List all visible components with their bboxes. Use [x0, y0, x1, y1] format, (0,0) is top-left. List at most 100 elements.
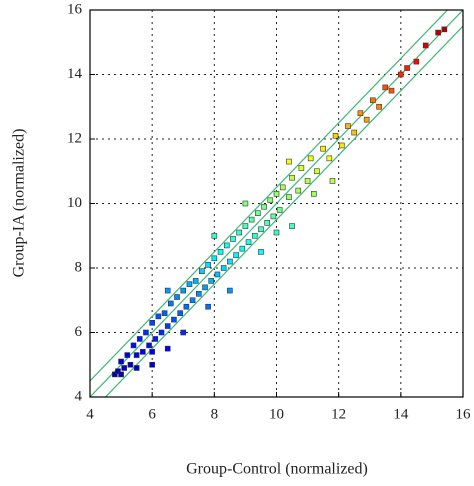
x-tick-label: 14: [393, 406, 409, 422]
y-tick-label: 6: [75, 324, 83, 340]
y-axis-label: Group-IA (normalized): [11, 129, 28, 278]
point: [205, 303, 211, 310]
point: [276, 207, 283, 213]
point: [220, 265, 227, 271]
x-tick-label: 6: [148, 406, 156, 422]
point: [161, 310, 168, 316]
point: [124, 352, 131, 358]
point: [208, 278, 215, 284]
point: [310, 191, 317, 197]
point: [121, 365, 127, 371]
point: [164, 323, 171, 329]
point: [115, 368, 121, 375]
point: [171, 316, 177, 323]
point: [248, 216, 255, 223]
point: [164, 287, 171, 294]
point: [211, 255, 218, 262]
point: [140, 349, 146, 355]
point: [370, 97, 376, 104]
point: [289, 223, 295, 229]
point: [180, 329, 187, 336]
point: [118, 358, 124, 365]
point: [227, 287, 233, 294]
point: [404, 65, 410, 71]
point: [236, 229, 242, 236]
point: [255, 210, 261, 216]
point: [307, 155, 314, 162]
y-tick-label: 12: [67, 130, 82, 146]
point: [329, 178, 336, 184]
point: [239, 245, 246, 252]
point: [382, 84, 389, 91]
point: [149, 361, 155, 368]
point: [192, 278, 199, 284]
point: [304, 178, 311, 184]
point: [435, 29, 441, 36]
point: [127, 361, 134, 368]
x-tick-label: 8: [211, 406, 219, 422]
point: [186, 281, 193, 287]
point: [273, 229, 280, 236]
point: [130, 342, 137, 349]
reference-line: [90, 10, 449, 382]
y-tick-label: 16: [67, 1, 83, 17]
point: [286, 194, 292, 200]
x-tick-label: 4: [86, 406, 94, 422]
reference-line: [104, 25, 463, 397]
point: [273, 191, 280, 197]
point: [136, 336, 143, 342]
point: [164, 345, 171, 352]
y-tick-label: 8: [75, 259, 83, 275]
point: [227, 258, 233, 265]
point: [242, 200, 249, 207]
point: [267, 197, 274, 204]
point: [155, 313, 162, 320]
point: [214, 271, 221, 278]
point: [345, 123, 351, 129]
plot-frame: [89, 9, 464, 398]
point: [180, 287, 187, 294]
point: [189, 297, 196, 304]
y-tick-label: 14: [67, 66, 83, 82]
point: [320, 145, 326, 152]
point: [152, 336, 159, 342]
point: [258, 226, 264, 233]
point: [398, 71, 404, 78]
point: [133, 365, 140, 371]
point: [211, 232, 218, 239]
point: [351, 129, 358, 136]
point: [264, 220, 270, 226]
point: [118, 371, 124, 378]
point: [242, 223, 249, 229]
x-tick-label: 12: [331, 406, 346, 422]
point: [195, 290, 202, 297]
point: [279, 184, 286, 191]
point: [441, 26, 448, 33]
point: [286, 158, 292, 165]
point: [413, 58, 420, 65]
point: [388, 87, 395, 94]
point: [357, 110, 364, 116]
point: [158, 329, 165, 336]
point: [143, 329, 149, 336]
point: [338, 142, 345, 149]
point: [295, 187, 302, 194]
point: [289, 174, 295, 181]
point: [149, 320, 155, 326]
point: [363, 116, 370, 123]
point: [245, 239, 252, 245]
x-tick-label: 16: [456, 406, 472, 422]
point: [174, 294, 180, 300]
point: [202, 284, 208, 291]
point: [332, 132, 339, 139]
point: [177, 310, 183, 316]
point: [270, 213, 277, 220]
point: [251, 232, 258, 239]
y-tick-label: 4: [75, 388, 83, 404]
point: [261, 203, 267, 210]
x-axis-label: Group-Control (normalized): [186, 461, 368, 478]
point: [258, 249, 264, 255]
point: [223, 242, 230, 249]
point: [183, 303, 190, 310]
